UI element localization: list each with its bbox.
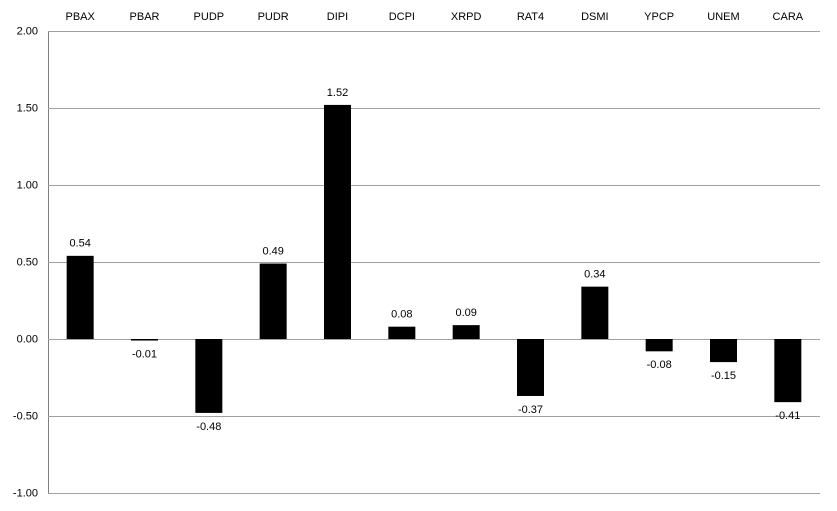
y-tick-label: 2.00 [17,25,38,37]
x-tick-label: UNEM [707,11,739,23]
bar [710,339,737,363]
bar [517,339,544,396]
data-label: 0.49 [262,245,283,257]
x-tick-label: DCPI [389,11,415,23]
data-label: 0.09 [455,307,476,319]
data-label: -0.37 [518,404,543,416]
bar [195,339,223,413]
x-tick-label: PBAX [65,11,95,23]
y-tick-label: -1.00 [13,487,38,499]
bar [581,286,609,339]
bar [131,339,158,341]
bar [645,339,673,352]
bar [66,255,94,339]
data-label: -0.48 [196,421,221,433]
bar [452,325,480,339]
data-label: 0.54 [69,238,90,250]
data-label: -0.41 [775,410,800,422]
y-tick-label: 0.50 [17,256,38,268]
x-tick-label: XRPD [451,11,482,23]
bar [324,104,351,339]
data-label: -0.15 [711,370,736,382]
data-label: 0.34 [584,269,605,281]
x-tick-label: DIPI [327,11,348,23]
x-tick-label: PUDP [194,11,225,23]
data-label: 1.52 [327,87,348,99]
data-label: 0.08 [391,309,412,321]
bar [774,339,802,403]
y-tick-label: 1.00 [17,179,38,191]
x-tick-label: CARA [773,11,804,23]
bar [388,326,416,339]
x-tick-label: PUDR [258,11,289,23]
x-tick-label: YPCP [644,11,674,23]
x-tick-label: RAT4 [517,11,544,23]
x-tick-label: DSMI [581,11,609,23]
y-tick-label: 0.00 [17,333,38,345]
y-tick-label: -0.50 [13,410,38,422]
bar [259,263,287,339]
x-tick-label: PBAR [130,11,160,23]
y-tick-label: 1.50 [17,102,38,114]
data-label: -0.08 [647,359,672,371]
data-label: -0.01 [132,348,157,360]
